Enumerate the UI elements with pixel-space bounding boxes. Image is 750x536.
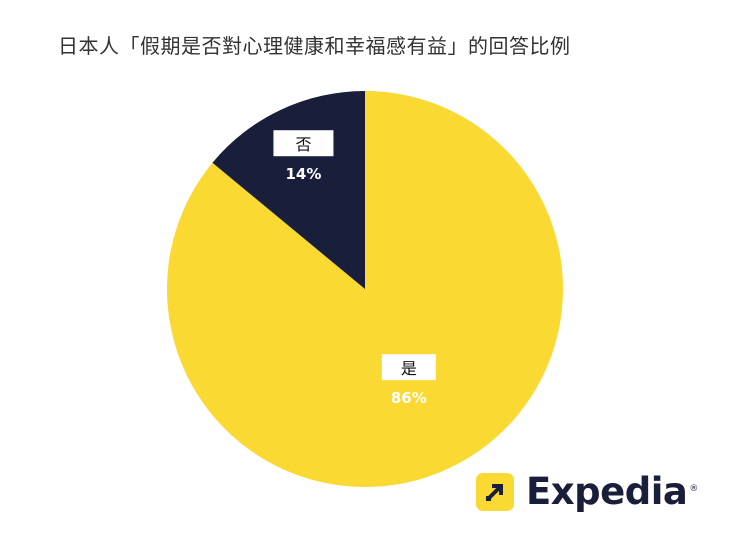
slice-value-label-1: 14% [286, 165, 322, 183]
slice-label-1: 否 [295, 135, 311, 154]
registered-mark: ® [689, 484, 699, 494]
expedia-logo: Expedia ® [476, 470, 698, 513]
slice-label-0: 是 [401, 359, 417, 378]
slice-label-box-1 [273, 130, 334, 157]
chart-title: 日本人「假期是否對心理健康和幸福感有益」的回答比例 [58, 34, 571, 58]
slice-label-box-0 [381, 354, 436, 381]
slice-value-label-0: 86% [391, 389, 427, 407]
brand-name: Expedia [526, 470, 688, 513]
arrow-icon [476, 472, 514, 511]
